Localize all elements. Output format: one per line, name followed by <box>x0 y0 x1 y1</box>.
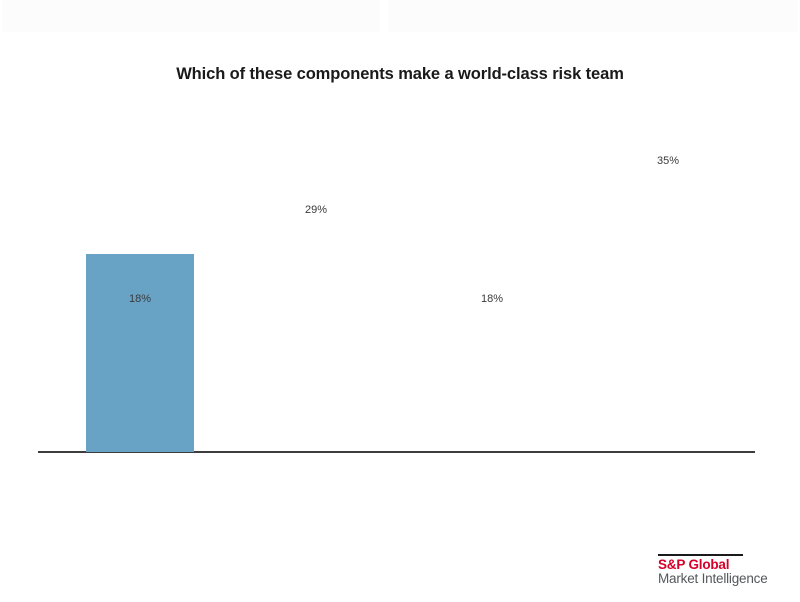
sp-global-logo: S&P Global Market Intelligence <box>658 554 768 586</box>
logo-division-text: Market Intelligence <box>658 571 768 586</box>
top-band-right <box>388 0 798 32</box>
logo-brand-text: S&P Global <box>658 557 730 572</box>
chart-title: Which of these components make a world-c… <box>176 65 624 83</box>
logo-rule <box>658 554 743 556</box>
bar-value-label-4: 35% <box>656 155 680 168</box>
top-band-left <box>2 0 380 32</box>
bar-value-label-3: 18% <box>480 292 504 305</box>
bar-value-label-1: 18% <box>128 292 152 305</box>
bar-1 <box>86 254 194 452</box>
bar-value-label-2: 29% <box>304 203 328 216</box>
x-axis-line <box>38 451 755 453</box>
